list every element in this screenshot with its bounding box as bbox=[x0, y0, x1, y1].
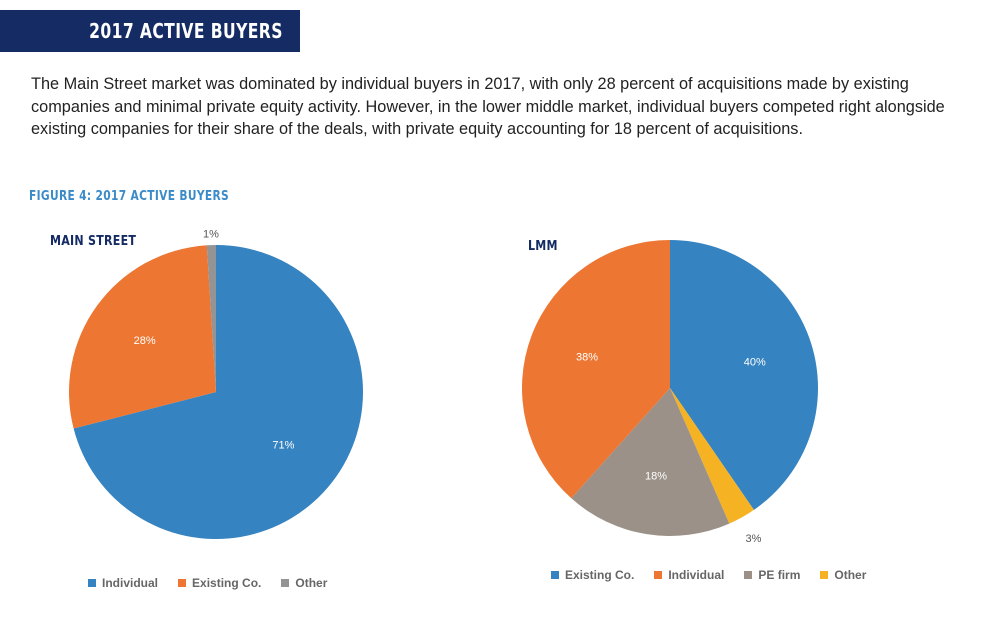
legend-item: Other bbox=[820, 568, 866, 582]
lmm-slice-individual bbox=[522, 240, 670, 499]
main-street-chart-title: MAIN STREET bbox=[50, 234, 137, 249]
legend-label: Individual bbox=[102, 576, 159, 590]
main-street-data-label: 28% bbox=[134, 335, 156, 347]
main-street-slice-existing-co bbox=[68, 245, 216, 429]
legend-swatch bbox=[88, 579, 96, 587]
lmm-slice-pe-firm bbox=[571, 388, 730, 536]
legend-item: Other bbox=[281, 576, 327, 590]
legend-label: Other bbox=[834, 568, 867, 582]
main-street-slice-individual bbox=[73, 245, 364, 539]
intro-paragraph: The Main Street market was dominated by … bbox=[31, 75, 945, 138]
legend-swatch bbox=[820, 571, 829, 579]
legend-swatch bbox=[654, 571, 663, 579]
title-banner: 2017 ACTIVE BUYERS bbox=[0, 10, 300, 52]
main-street-pie: 71% 28% 1% bbox=[68, 228, 364, 539]
figure-label: FIGURE 4: 2017 ACTIVE BUYERS bbox=[29, 189, 230, 204]
lmm-data-label: 40% bbox=[744, 357, 766, 369]
legend-swatch bbox=[744, 571, 753, 579]
lmm-legend: Existing Co. Individual PE firm Other bbox=[551, 568, 866, 582]
page-title: 2017 ACTIVE BUYERS bbox=[89, 19, 283, 43]
legend-swatch bbox=[178, 579, 187, 587]
legend-swatch bbox=[551, 571, 559, 579]
main-street-data-label: 71% bbox=[272, 439, 294, 451]
legend-label: Individual bbox=[668, 568, 725, 582]
legend-item: PE firm bbox=[744, 568, 800, 582]
legend-item: Existing Co. bbox=[178, 576, 261, 590]
legend-label: PE firm bbox=[758, 568, 801, 582]
main-street-slice-other bbox=[206, 245, 216, 392]
lmm-slice-other bbox=[670, 388, 754, 524]
lmm-chart-title: LMM bbox=[528, 239, 558, 254]
lmm-data-label: 38% bbox=[576, 351, 598, 363]
main-street-data-label: 1% bbox=[203, 228, 219, 240]
lmm-slice-existing-co bbox=[670, 240, 819, 510]
legend-label: Existing Co. bbox=[565, 568, 635, 582]
legend-swatch bbox=[281, 579, 290, 587]
legend-label: Existing Co. bbox=[192, 576, 262, 590]
legend-item: Existing Co. bbox=[551, 568, 634, 582]
legend-item: Individual bbox=[654, 568, 724, 582]
lmm-data-label: 18% bbox=[645, 471, 667, 483]
lmm-data-label: 3% bbox=[746, 533, 762, 545]
lmm-pie: 40% 3% 18% 38% bbox=[522, 240, 819, 545]
main-street-legend: Individual Existing Co. Other bbox=[88, 576, 327, 590]
legend-item: Individual bbox=[88, 576, 158, 590]
legend-label: Other bbox=[295, 576, 328, 590]
